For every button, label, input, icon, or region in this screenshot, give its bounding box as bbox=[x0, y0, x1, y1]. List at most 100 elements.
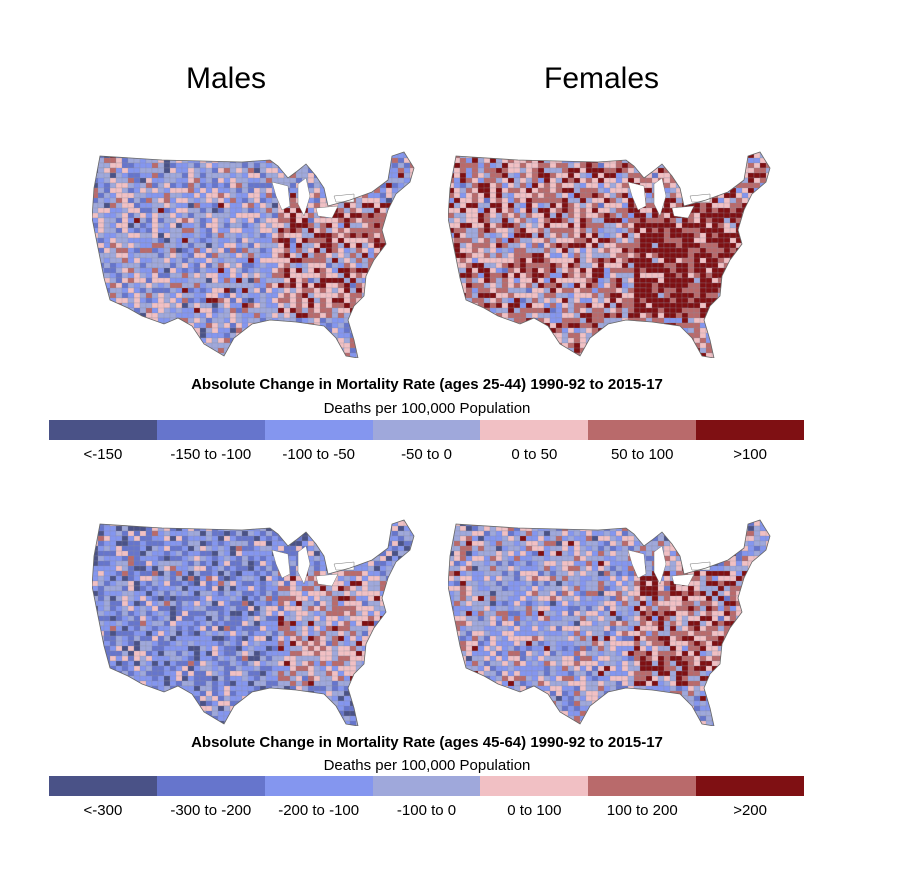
county-cell bbox=[175, 337, 189, 344]
county-cell bbox=[579, 252, 587, 259]
county-cell bbox=[223, 207, 231, 214]
county-cell bbox=[765, 312, 770, 324]
county-cell bbox=[537, 152, 545, 154]
county-cell bbox=[675, 152, 683, 159]
county-cell bbox=[765, 177, 770, 184]
county-cell bbox=[555, 327, 563, 334]
county-cell bbox=[416, 288, 422, 298]
county-cell bbox=[741, 257, 755, 269]
county-cell bbox=[253, 152, 267, 159]
county-cell bbox=[585, 227, 593, 234]
county-cell bbox=[537, 342, 551, 354]
county-cell bbox=[597, 152, 605, 159]
county-cell bbox=[639, 352, 653, 358]
county-cell bbox=[669, 242, 677, 249]
county-cell bbox=[759, 332, 767, 344]
county-cell bbox=[651, 352, 659, 358]
county-cell bbox=[133, 337, 147, 344]
county-cell bbox=[645, 337, 653, 344]
county-cell bbox=[772, 328, 778, 333]
county-cell bbox=[471, 347, 479, 354]
county-cell bbox=[223, 157, 231, 164]
county-cell bbox=[355, 312, 363, 324]
county-cell bbox=[416, 318, 422, 323]
county-cell bbox=[373, 167, 387, 179]
county-cell bbox=[645, 197, 653, 204]
county-cell bbox=[139, 317, 153, 329]
county-cell bbox=[729, 287, 737, 299]
county-cell bbox=[343, 162, 357, 174]
county-cell bbox=[379, 332, 387, 339]
county-cell bbox=[759, 252, 767, 259]
county-cell bbox=[711, 322, 725, 334]
county-cell bbox=[289, 322, 303, 334]
county-cell bbox=[319, 312, 327, 319]
county-cell bbox=[409, 252, 414, 264]
county-cell bbox=[199, 352, 213, 358]
county-cell bbox=[127, 535, 135, 542]
county-cell bbox=[477, 202, 485, 209]
county-cell bbox=[416, 233, 422, 238]
county-cell bbox=[687, 272, 695, 279]
county-cell bbox=[507, 182, 515, 189]
county-cell bbox=[669, 327, 677, 334]
county-cell bbox=[633, 297, 641, 304]
county-cell bbox=[169, 327, 177, 339]
county-cell bbox=[531, 352, 539, 358]
county-cell bbox=[325, 520, 339, 527]
county-cell bbox=[753, 262, 767, 274]
county-cell bbox=[181, 327, 195, 339]
county-cell bbox=[729, 172, 737, 179]
county-cell bbox=[319, 337, 333, 349]
county-cell bbox=[391, 167, 399, 174]
county-cell bbox=[507, 222, 515, 229]
county-cell bbox=[361, 520, 375, 532]
county-cell bbox=[765, 202, 770, 209]
county-cell bbox=[705, 157, 713, 169]
county-cell bbox=[385, 202, 399, 209]
county-cell bbox=[163, 332, 171, 339]
county-cell bbox=[645, 327, 659, 339]
county-cell bbox=[747, 252, 761, 264]
county-cell bbox=[675, 232, 683, 239]
county-cell bbox=[121, 352, 135, 358]
county-cell bbox=[741, 232, 749, 244]
county-cell bbox=[355, 520, 363, 532]
county-cell bbox=[97, 277, 105, 289]
county-cell bbox=[271, 520, 279, 522]
county-cell bbox=[163, 520, 177, 527]
county-cell bbox=[403, 332, 411, 339]
county-cell bbox=[759, 287, 770, 299]
county-cell bbox=[391, 342, 399, 349]
county-cell bbox=[175, 167, 183, 174]
county-cell bbox=[283, 152, 297, 159]
county-cell bbox=[397, 352, 405, 358]
county-cell bbox=[459, 352, 467, 358]
county-cell bbox=[735, 317, 743, 329]
county-cell bbox=[711, 307, 719, 314]
county-cell bbox=[639, 327, 647, 339]
county-cell bbox=[127, 520, 135, 527]
county-cell bbox=[621, 287, 629, 294]
county-cell bbox=[127, 322, 135, 329]
county-cell bbox=[331, 352, 339, 358]
county-cell bbox=[163, 327, 171, 334]
county-cell bbox=[331, 177, 345, 184]
county-cell bbox=[385, 192, 393, 199]
county-cell bbox=[325, 172, 333, 184]
county-cell bbox=[615, 342, 629, 354]
county-cell bbox=[495, 257, 503, 264]
county-cell bbox=[555, 202, 563, 209]
county-cell bbox=[753, 352, 767, 358]
county-cell bbox=[549, 207, 557, 214]
county-cell bbox=[103, 237, 111, 244]
county-cell bbox=[283, 177, 291, 184]
county-cell bbox=[247, 167, 255, 174]
county-cell bbox=[391, 347, 405, 358]
county-cell bbox=[115, 342, 129, 354]
county-cell bbox=[621, 277, 629, 284]
county-cell bbox=[687, 152, 701, 159]
county-cell bbox=[585, 307, 593, 314]
county-cell bbox=[693, 212, 701, 219]
county-cell bbox=[229, 197, 237, 204]
